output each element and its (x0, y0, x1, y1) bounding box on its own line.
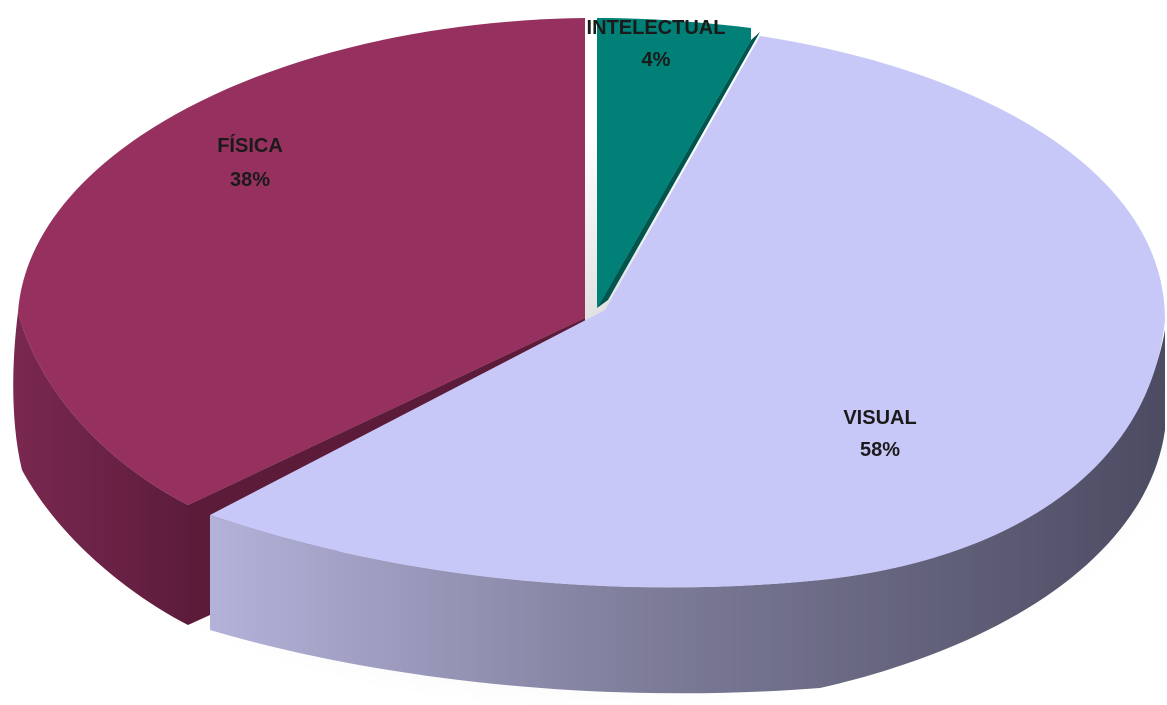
slice-intelectual-top (597, 18, 751, 308)
slice-visual-top (210, 36, 1165, 588)
slice-fisica-side (13, 312, 189, 625)
slice-fisica-top (18, 18, 585, 505)
slice-visual (210, 36, 1165, 694)
label-visual-name: VISUAL (843, 407, 916, 429)
slice-intelectual (597, 18, 760, 308)
label-intelectual-name: INTELECTUAL (587, 17, 726, 39)
label-fisica-value: 38% (230, 169, 270, 191)
label-fisica-name: FÍSICA (217, 134, 283, 157)
label-visual-value: 58% (860, 439, 900, 461)
label-intelectual-value: 4% (642, 49, 671, 71)
slice-visual-side (210, 330, 1165, 694)
slice-intelectual-side (597, 32, 760, 308)
